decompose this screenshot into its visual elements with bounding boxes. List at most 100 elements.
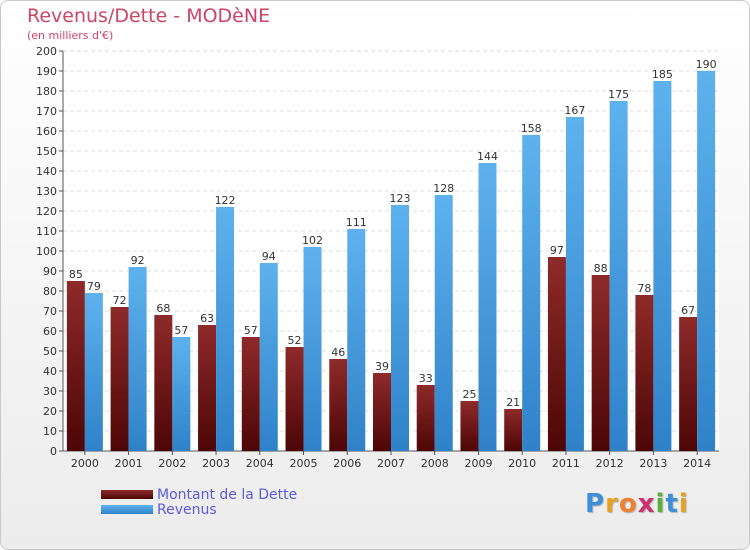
bar-revenus-value-label: 185 bbox=[652, 68, 673, 81]
x-tick-label: 2006 bbox=[333, 457, 361, 470]
bar-dette-value-label: 78 bbox=[637, 282, 651, 295]
bar-revenus bbox=[434, 195, 453, 451]
x-tick-label: 2002 bbox=[158, 457, 186, 470]
bar-revenus bbox=[128, 267, 147, 451]
legend-item-dette: Montant de la Dette bbox=[101, 486, 298, 503]
bar-revenus-value-label: 175 bbox=[608, 88, 629, 101]
y-tick-label: 60 bbox=[43, 325, 57, 338]
y-tick-label: 160 bbox=[36, 125, 57, 138]
y-tick-label: 190 bbox=[36, 65, 57, 78]
bar-revenus bbox=[565, 117, 584, 451]
x-tick-label: 2005 bbox=[290, 457, 318, 470]
logo-letter: o bbox=[618, 489, 638, 519]
bar-revenus-value-label: 167 bbox=[564, 104, 585, 117]
bar-dette-value-label: 52 bbox=[288, 334, 302, 347]
bar-dette bbox=[635, 295, 654, 451]
bar-dette-value-label: 21 bbox=[506, 396, 520, 409]
bar-dette bbox=[547, 257, 566, 451]
x-tick-label: 2009 bbox=[464, 457, 492, 470]
logo-letter: t bbox=[665, 489, 679, 519]
y-tick-label: 70 bbox=[43, 305, 57, 318]
bar-revenus-value-label: 128 bbox=[433, 182, 454, 195]
bar-dette-value-label: 85 bbox=[69, 268, 83, 281]
legend-swatch-dette bbox=[101, 490, 153, 499]
bar-dette-value-label: 68 bbox=[156, 302, 170, 315]
bar-dette bbox=[591, 275, 610, 451]
logo-letter: x bbox=[637, 489, 656, 519]
bar-revenus-value-label: 92 bbox=[131, 254, 145, 267]
bar-revenus bbox=[478, 163, 497, 451]
bar-dette-value-label: 88 bbox=[594, 262, 608, 275]
bar-revenus-value-label: 144 bbox=[477, 150, 498, 163]
chart-subtitle: (en milliers d'€) bbox=[27, 29, 114, 42]
bar-dette bbox=[110, 307, 129, 451]
bar-revenus bbox=[391, 205, 409, 451]
y-tick-label: 130 bbox=[36, 185, 57, 198]
y-tick-label: 170 bbox=[36, 105, 57, 118]
bar-dette bbox=[329, 359, 348, 451]
bar-revenus bbox=[303, 247, 322, 451]
bar-revenus bbox=[172, 337, 191, 451]
bar-dette-value-label: 33 bbox=[419, 372, 433, 385]
y-tick-label: 140 bbox=[36, 165, 57, 178]
bar-dette bbox=[416, 385, 435, 451]
x-tick-label: 2007 bbox=[377, 457, 405, 470]
x-tick-label: 2014 bbox=[683, 457, 711, 470]
bar-dette-value-label: 67 bbox=[681, 304, 695, 317]
bar-dette-value-label: 72 bbox=[113, 294, 127, 307]
bar-dette-value-label: 63 bbox=[200, 312, 214, 325]
bar-dette-value-label: 39 bbox=[375, 360, 389, 373]
y-tick-label: 110 bbox=[36, 225, 57, 238]
bar-dette bbox=[241, 337, 260, 451]
bar-dette bbox=[460, 401, 479, 451]
bar-revenus-value-label: 158 bbox=[521, 122, 542, 135]
y-tick-label: 120 bbox=[36, 205, 57, 218]
x-tick-label: 2013 bbox=[639, 457, 667, 470]
y-tick-label: 150 bbox=[36, 145, 57, 158]
bar-dette-value-label: 57 bbox=[244, 324, 258, 337]
chart-title: Revenus/Dette - MODèNE bbox=[27, 5, 271, 27]
bar-revenus bbox=[697, 71, 716, 451]
bar-revenus-value-label: 102 bbox=[302, 234, 323, 247]
legend-swatch-revenus bbox=[101, 505, 153, 514]
x-tick-label: 2012 bbox=[596, 457, 624, 470]
y-tick-label: 180 bbox=[36, 85, 57, 98]
y-tick-label: 50 bbox=[43, 345, 57, 358]
x-tick-label: 2003 bbox=[202, 457, 230, 470]
bar-revenus-value-label: 111 bbox=[346, 216, 367, 229]
bar-revenus-value-label: 122 bbox=[215, 194, 236, 207]
y-tick-label: 20 bbox=[43, 405, 57, 418]
bar-revenus bbox=[653, 81, 672, 451]
x-tick-label: 2010 bbox=[508, 457, 536, 470]
bar-revenus-value-label: 123 bbox=[390, 192, 411, 205]
bar-revenus bbox=[522, 135, 541, 451]
y-tick-label: 200 bbox=[36, 45, 57, 58]
y-tick-label: 10 bbox=[43, 425, 57, 438]
bar-dette bbox=[285, 347, 304, 451]
logo-letter: P bbox=[585, 489, 606, 519]
x-tick-label: 2001 bbox=[115, 457, 143, 470]
bar-revenus bbox=[609, 101, 628, 451]
y-tick-label: 30 bbox=[43, 385, 57, 398]
logo-letter: r bbox=[605, 489, 619, 519]
bar-revenus bbox=[347, 229, 366, 451]
bar-revenus-value-label: 79 bbox=[87, 280, 101, 293]
legend-item-revenus: Revenus bbox=[101, 502, 297, 518]
bar-dette bbox=[679, 317, 698, 451]
x-tick-label: 2004 bbox=[246, 457, 274, 470]
x-tick-label: 2011 bbox=[552, 457, 580, 470]
logo-letter: i bbox=[655, 489, 666, 519]
y-tick-label: 40 bbox=[43, 365, 57, 378]
bar-dette-value-label: 46 bbox=[331, 346, 345, 359]
y-tick-label: 100 bbox=[36, 245, 57, 258]
bar-dette bbox=[198, 325, 217, 451]
y-tick-label: 80 bbox=[43, 285, 57, 298]
bar-dette bbox=[154, 315, 173, 451]
x-tick-label: 2008 bbox=[421, 457, 449, 470]
legend-label-dette: Montant de la Dette bbox=[157, 486, 298, 503]
bar-revenus-value-label: 94 bbox=[262, 250, 276, 263]
bar-dette bbox=[373, 373, 391, 451]
bar-revenus bbox=[84, 293, 103, 451]
